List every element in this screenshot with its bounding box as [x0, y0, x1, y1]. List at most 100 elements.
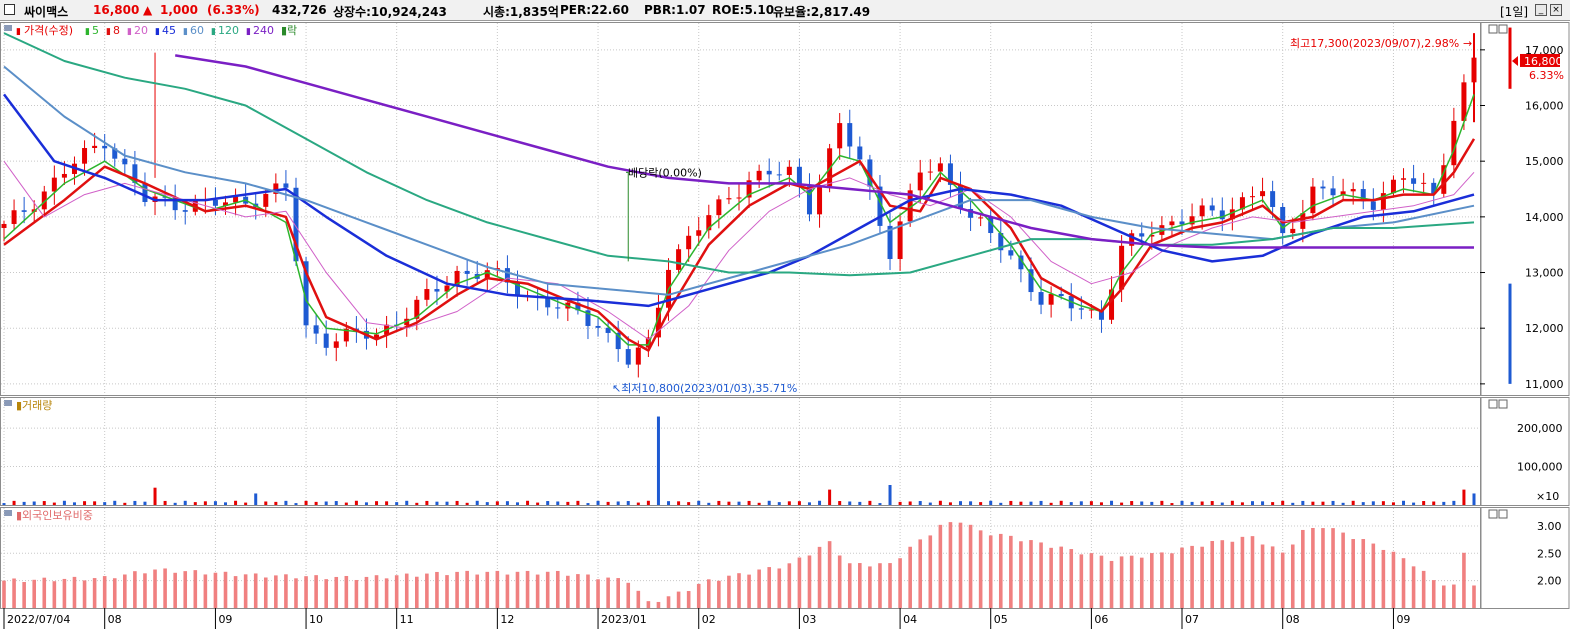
- volume-bar: [2, 503, 6, 505]
- candle-body: [696, 230, 702, 236]
- candle-body: [92, 145, 98, 149]
- volume-bar: [254, 493, 258, 505]
- per-value: PER:22.60: [560, 3, 629, 17]
- volume-bar: [1099, 502, 1103, 505]
- volume-bar: [113, 500, 117, 505]
- volume-bar: [123, 502, 127, 505]
- foreign-bar: [153, 569, 157, 608]
- candle-body: [1048, 293, 1054, 305]
- holding-ratio: 유보율:2,817.49: [773, 5, 871, 19]
- volume-bar: [415, 502, 419, 505]
- x-tick-label: 04: [903, 613, 917, 626]
- volume-bar: [395, 502, 399, 505]
- candle-body: [1350, 189, 1356, 192]
- candle-body: [514, 282, 520, 297]
- volume-bar: [1261, 501, 1265, 505]
- foreign-bar: [717, 580, 721, 608]
- foreign-bar: [878, 563, 882, 608]
- candle-body: [1008, 250, 1014, 256]
- foreign-panel-axis: [1480, 507, 1570, 609]
- foreign-bar: [988, 535, 993, 608]
- candle-body: [1139, 233, 1145, 237]
- volume-bar: [465, 502, 469, 505]
- x-tick-label: 08: [1286, 613, 1300, 626]
- foreign-bar: [767, 567, 772, 608]
- foreign-bar: [586, 574, 590, 608]
- foreign-bar: [1230, 541, 1235, 608]
- dividend-marker: [626, 171, 629, 262]
- foreign-bar: [263, 577, 268, 608]
- candle-body: [263, 193, 269, 207]
- foreign-bar: [143, 573, 147, 608]
- candle-body: [1461, 82, 1467, 121]
- close-button[interactable]: ×: [1550, 4, 1562, 16]
- volume-bar: [294, 503, 298, 505]
- candle-body: [424, 289, 430, 300]
- foreign-bar: [545, 571, 550, 608]
- roe-value: ROE:5.10: [712, 3, 775, 17]
- volume-bar: [1170, 503, 1174, 505]
- volume-bar: [918, 501, 922, 505]
- legend-ma-label: 5: [92, 24, 99, 37]
- legend-ma-swatch: ▮: [211, 27, 216, 37]
- candle-body: [1088, 309, 1094, 311]
- price-panel-restore-icon: [1488, 24, 1498, 34]
- y-tick-label: 200,000: [1517, 422, 1563, 435]
- candle-body: [736, 197, 742, 199]
- volume-bar: [616, 501, 620, 505]
- candle-body: [1179, 221, 1185, 225]
- legend-ma-swatch: ▮: [85, 27, 90, 37]
- candle-body: [323, 333, 329, 348]
- volume-bar: [435, 501, 439, 505]
- candle-body: [827, 148, 833, 186]
- foreign-bar: [1452, 584, 1456, 608]
- volume-bar: [334, 501, 338, 505]
- foreign-bar: [646, 601, 651, 608]
- foreign-bar: [1331, 528, 1335, 608]
- foreign-bar: [727, 575, 731, 608]
- legend-ma-swatch: ▮: [106, 27, 111, 37]
- candle-body: [615, 332, 621, 350]
- volume-bar: [586, 503, 590, 505]
- x-tick-label: 06: [1094, 613, 1108, 626]
- volume-bar: [646, 500, 650, 505]
- select-checkbox[interactable]: [4, 4, 15, 15]
- x-tick-label: 10: [309, 613, 323, 626]
- candle-body: [1129, 233, 1135, 246]
- foreign-bar: [1019, 541, 1023, 608]
- volume-bar: [1472, 493, 1476, 505]
- volume-bar: [1351, 500, 1355, 505]
- foreign-bar: [1401, 558, 1406, 608]
- foreign-bar: [243, 574, 248, 608]
- foreign-bar: [847, 563, 852, 608]
- period-selector[interactable]: [1일]: [1500, 5, 1529, 19]
- foreign-bar: [797, 557, 802, 608]
- volume-bar: [777, 502, 781, 505]
- candle-body: [1411, 178, 1417, 184]
- volume-bar: [787, 501, 791, 505]
- x-tick-label: 05: [994, 613, 1008, 626]
- pbr-value: PBR:1.07: [644, 3, 706, 17]
- volume-bar: [717, 500, 721, 505]
- candle-body: [223, 202, 229, 206]
- candle-body: [21, 210, 27, 212]
- foreign-bar: [163, 568, 167, 608]
- foreign-bar: [1421, 570, 1426, 608]
- foreign-bar: [1351, 539, 1355, 608]
- volume-bar: [405, 500, 409, 505]
- foreign-bar: [555, 570, 560, 608]
- volume-bar: [143, 501, 147, 505]
- foreign-bar: [837, 555, 842, 608]
- foreign-bar: [445, 575, 449, 608]
- foreign-bar: [666, 596, 671, 608]
- minimize-button[interactable]: _: [1535, 4, 1547, 16]
- foreign-bar: [284, 574, 288, 608]
- candle-body: [988, 217, 994, 234]
- current-price-label: 16,800: [1524, 55, 1563, 68]
- candle-body: [484, 270, 490, 279]
- volume-panel-close-icon: [1498, 399, 1508, 409]
- candle-body: [1149, 234, 1155, 237]
- foreign-bar: [495, 570, 500, 608]
- foreign-bar: [1029, 540, 1033, 608]
- foreign-bar: [32, 579, 37, 608]
